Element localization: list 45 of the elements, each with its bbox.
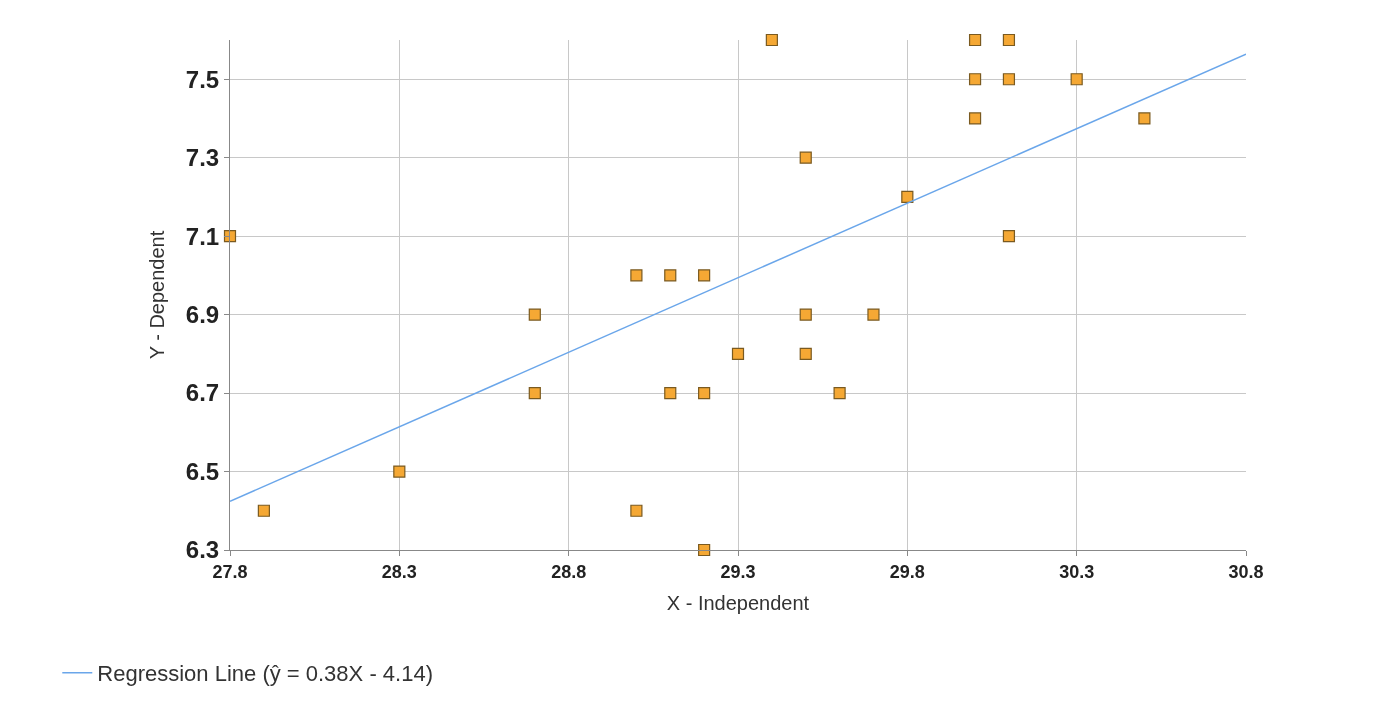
- point: [968, 73, 982, 86]
- point: [698, 543, 711, 557]
- point: [664, 386, 677, 400]
- point: [257, 504, 270, 517]
- point: [731, 347, 745, 360]
- y-tick-label: 6.7: [185, 379, 220, 407]
- point: [799, 347, 812, 360]
- x-tick-label: 30.8: [1228, 561, 1264, 582]
- point: [799, 151, 812, 164]
- point: [1138, 112, 1151, 125]
- point: [1070, 73, 1083, 86]
- y-tick-label: 6.9: [185, 301, 220, 329]
- point: [630, 504, 643, 517]
- point: [1002, 73, 1016, 86]
- y-tick-label: 6.3: [185, 536, 220, 564]
- point: [968, 112, 982, 125]
- point: [393, 465, 406, 478]
- x-tick-label: 30.3: [1059, 561, 1095, 582]
- y-tick-label: 7.1: [185, 222, 220, 250]
- point: [223, 230, 237, 243]
- point: [630, 269, 643, 282]
- point: [528, 386, 541, 400]
- point: [765, 33, 778, 47]
- point: [1002, 230, 1016, 243]
- y-tick-label: 7.3: [185, 144, 220, 172]
- point: [698, 386, 711, 400]
- point: [867, 308, 880, 321]
- point: [799, 308, 812, 321]
- point: [528, 308, 541, 321]
- legend-label: Regression Line (ŷ = 0.38X - 4.14): [97, 661, 433, 687]
- x-tick-label: 28.8: [551, 561, 587, 582]
- y-tick-label: 6.5: [185, 457, 220, 485]
- point: [664, 269, 677, 282]
- point: [901, 190, 914, 204]
- x-tick-label: 28.3: [381, 561, 417, 582]
- y-tick-label: 7.5: [185, 65, 220, 93]
- point: [833, 386, 846, 400]
- y-axis-title: Y - Dependent: [146, 230, 169, 360]
- x-axis-title: X - Independent: [666, 592, 810, 615]
- point: [968, 33, 982, 47]
- x-tick-label: 29.3: [720, 561, 756, 582]
- point: [1002, 33, 1016, 47]
- x-tick-label: 27.8: [212, 561, 248, 582]
- point: [698, 269, 711, 282]
- x-tick-label: 29.8: [889, 561, 925, 582]
